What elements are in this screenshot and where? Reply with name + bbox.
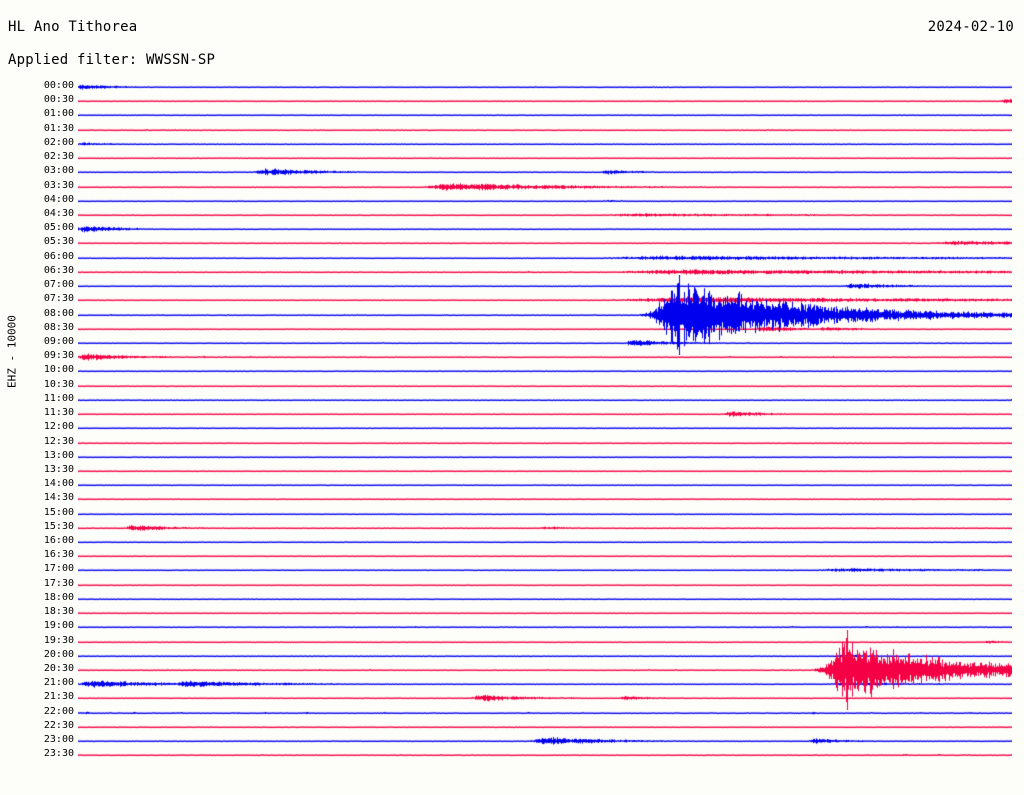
time-tick-label: 18:00: [43, 591, 74, 603]
time-tick-label: 10:00: [43, 364, 74, 376]
time-tick-label: 11:00: [43, 392, 74, 404]
time-tick-label: 02:30: [43, 151, 74, 163]
time-tick-label: 15:30: [43, 520, 74, 532]
time-tick-label: 05:00: [43, 222, 74, 234]
time-tick-label: 01:00: [43, 108, 74, 120]
time-tick-label: 12:00: [43, 421, 74, 433]
helicorder-plot: 00:00 00:30 01:00 01:30 02:00 02:30 03:00 03:30…: [0, 47, 1024, 795]
time-tick-label: 18:30: [43, 606, 74, 618]
time-tick-label: 07:30: [43, 293, 74, 305]
time-tick-label: 08:30: [43, 321, 74, 333]
time-tick-label: 22:30: [43, 719, 74, 731]
time-tick-label: 00:00: [43, 80, 74, 91]
time-tick-label: 19:30: [43, 634, 74, 646]
time-tick-label: 08:00: [43, 307, 74, 319]
time-tick-label: 06:30: [43, 264, 74, 276]
date-label: 2024-02-10: [927, 19, 1014, 35]
time-tick-label: 23:00: [43, 734, 74, 746]
time-tick-label: 01:30: [43, 122, 74, 134]
time-tick-label: 14:00: [43, 478, 74, 490]
time-tick-label: 03:30: [43, 179, 74, 191]
trace-row: 20:30: [0, 630, 1024, 711]
seismic-trace: [78, 274, 1012, 355]
time-tick-label: 14:30: [43, 492, 74, 504]
time-tick-label: 17:00: [43, 563, 74, 575]
time-tick-label: 09:30: [43, 350, 74, 362]
time-tick-label: 09:00: [43, 335, 74, 347]
time-tick-label: 04:00: [43, 193, 74, 205]
time-tick-label: 22:00: [43, 705, 74, 717]
trace-row: 08:00: [0, 274, 1024, 355]
time-tick-label: 19:00: [43, 620, 74, 632]
time-tick-label: 23:30: [43, 748, 74, 760]
time-tick-label: 21:30: [43, 691, 74, 703]
time-tick-label: 00:30: [43, 94, 74, 106]
time-tick-label: 21:00: [43, 677, 74, 689]
seismic-trace: [78, 715, 1012, 795]
station-title: HL Ano Tithorea: [8, 19, 138, 35]
time-tick-label: 10:30: [43, 378, 74, 390]
time-tick-label: 11:30: [43, 407, 74, 419]
time-tick-label: 06:00: [43, 250, 74, 262]
time-tick-label: 13:00: [43, 449, 74, 461]
time-tick-label: 02:00: [43, 136, 74, 148]
time-tick-label: 17:30: [43, 577, 74, 589]
time-tick-label: 16:00: [43, 535, 74, 547]
time-tick-label: 03:00: [43, 165, 74, 177]
time-tick-label: 12:30: [43, 435, 74, 447]
time-tick-label: 04:30: [43, 207, 74, 219]
seismic-trace: [78, 630, 1012, 711]
time-tick-label: 07:00: [43, 279, 74, 291]
time-tick-label: 13:30: [43, 463, 74, 475]
time-tick-label: 20:00: [43, 648, 74, 660]
time-tick-label: 16:30: [43, 549, 74, 561]
time-tick-label: 15:00: [43, 506, 74, 518]
time-tick-label: 20:30: [43, 663, 74, 675]
time-tick-label: 05:30: [43, 236, 74, 248]
trace-row: 23:30: [0, 715, 1024, 795]
